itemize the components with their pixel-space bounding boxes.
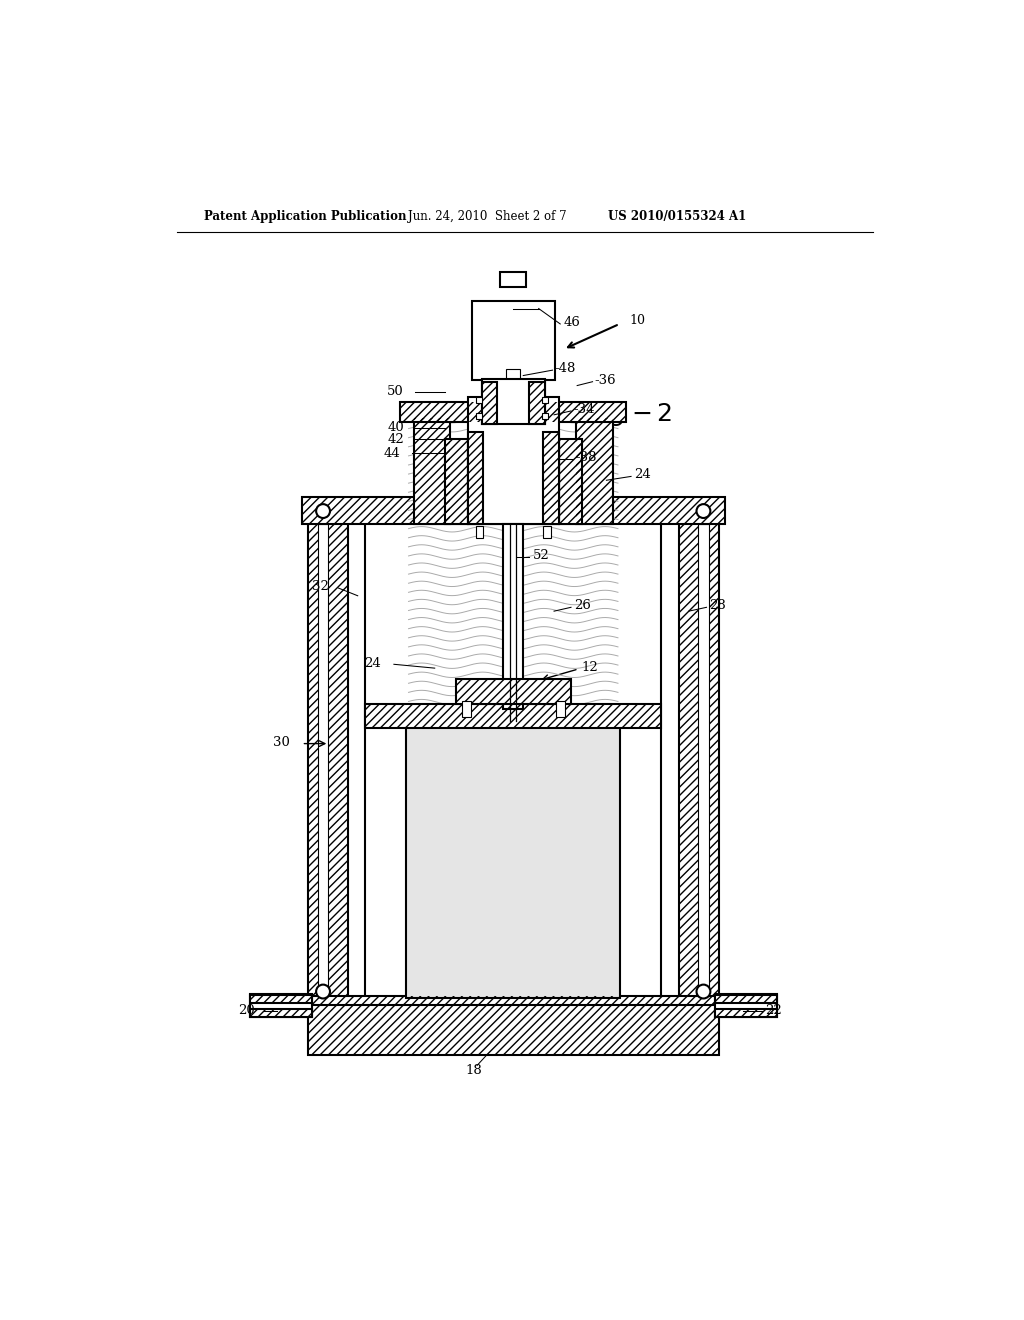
Text: 42: 42 [387, 433, 403, 446]
Bar [679, 502, 719, 1002]
Bar [500, 272, 526, 286]
Text: 26: 26 [574, 599, 591, 612]
Text: $\mathit{Fig-2}$: $\mathit{Fig-2}$ [589, 400, 672, 428]
Bar [715, 1010, 776, 1016]
Bar [407, 706, 621, 998]
Bar [468, 397, 559, 524]
Bar [307, 1003, 719, 1056]
Bar [317, 524, 329, 998]
Bar [475, 413, 481, 418]
Bar [559, 440, 582, 524]
Bar [307, 502, 348, 1002]
Text: 52: 52 [532, 549, 549, 562]
Bar [544, 432, 559, 524]
Bar [475, 527, 483, 539]
Bar [715, 1010, 776, 1016]
Bar [715, 995, 776, 1003]
Bar [481, 381, 497, 424]
Bar [366, 704, 662, 729]
Bar [414, 418, 451, 524]
Text: Patent Application Publication: Patent Application Publication [204, 210, 407, 223]
Bar [542, 413, 548, 418]
Circle shape [316, 504, 330, 517]
Bar [529, 381, 545, 424]
Text: -38: -38 [575, 450, 597, 463]
Text: 24: 24 [634, 469, 651, 482]
Text: 10: 10 [630, 314, 645, 326]
Bar [475, 397, 481, 404]
Bar [250, 995, 311, 1003]
Bar [577, 418, 612, 524]
Bar [444, 440, 468, 524]
Circle shape [316, 985, 330, 998]
Bar [301, 997, 725, 1006]
Bar [301, 997, 725, 1006]
Bar [715, 995, 776, 1003]
Bar [250, 995, 311, 1003]
Bar [679, 502, 719, 1002]
Bar [556, 701, 565, 717]
Bar [301, 498, 725, 524]
Bar [468, 432, 483, 524]
Text: 20: 20 [239, 1005, 255, 1018]
Text: 32: 32 [312, 579, 330, 593]
Bar [544, 432, 559, 524]
Bar [577, 418, 612, 524]
Bar [481, 381, 497, 424]
Text: 44: 44 [383, 446, 400, 459]
Bar [481, 379, 545, 424]
Text: 22: 22 [765, 1003, 781, 1016]
Text: 46: 46 [563, 315, 581, 329]
Bar [503, 524, 523, 709]
Bar [462, 701, 471, 717]
Circle shape [696, 985, 711, 998]
Bar [307, 502, 348, 1002]
Text: -34: -34 [573, 403, 595, 416]
Text: 28: 28 [710, 599, 726, 612]
Bar [400, 403, 627, 422]
Text: 12: 12 [582, 661, 599, 675]
Bar [366, 704, 662, 729]
Bar [559, 440, 582, 524]
Text: 30: 30 [273, 735, 290, 748]
Text: 50: 50 [387, 385, 403, 399]
Bar [542, 397, 548, 404]
Bar [544, 527, 551, 539]
Bar [307, 1003, 719, 1056]
Text: US 2010/0155324 A1: US 2010/0155324 A1 [608, 210, 746, 223]
Bar [414, 418, 451, 524]
Text: 18: 18 [466, 1064, 482, 1077]
Bar [698, 524, 709, 998]
Bar [529, 381, 545, 424]
Text: 24: 24 [365, 657, 381, 671]
Text: Jun. 24, 2010  Sheet 2 of 7: Jun. 24, 2010 Sheet 2 of 7 [408, 210, 566, 223]
Bar [301, 498, 725, 524]
Bar [250, 1010, 311, 1016]
Circle shape [696, 504, 711, 517]
Bar [472, 301, 555, 380]
Bar [456, 678, 571, 704]
Bar [468, 432, 483, 524]
Text: -36: -36 [595, 374, 616, 387]
Bar [715, 994, 776, 1016]
Text: 40: 40 [387, 421, 403, 434]
Bar [250, 1010, 311, 1016]
Bar [400, 403, 627, 422]
Bar [250, 994, 311, 1016]
Text: -48: -48 [554, 362, 575, 375]
Bar [456, 678, 571, 704]
Bar [506, 368, 520, 380]
Bar [444, 440, 468, 524]
